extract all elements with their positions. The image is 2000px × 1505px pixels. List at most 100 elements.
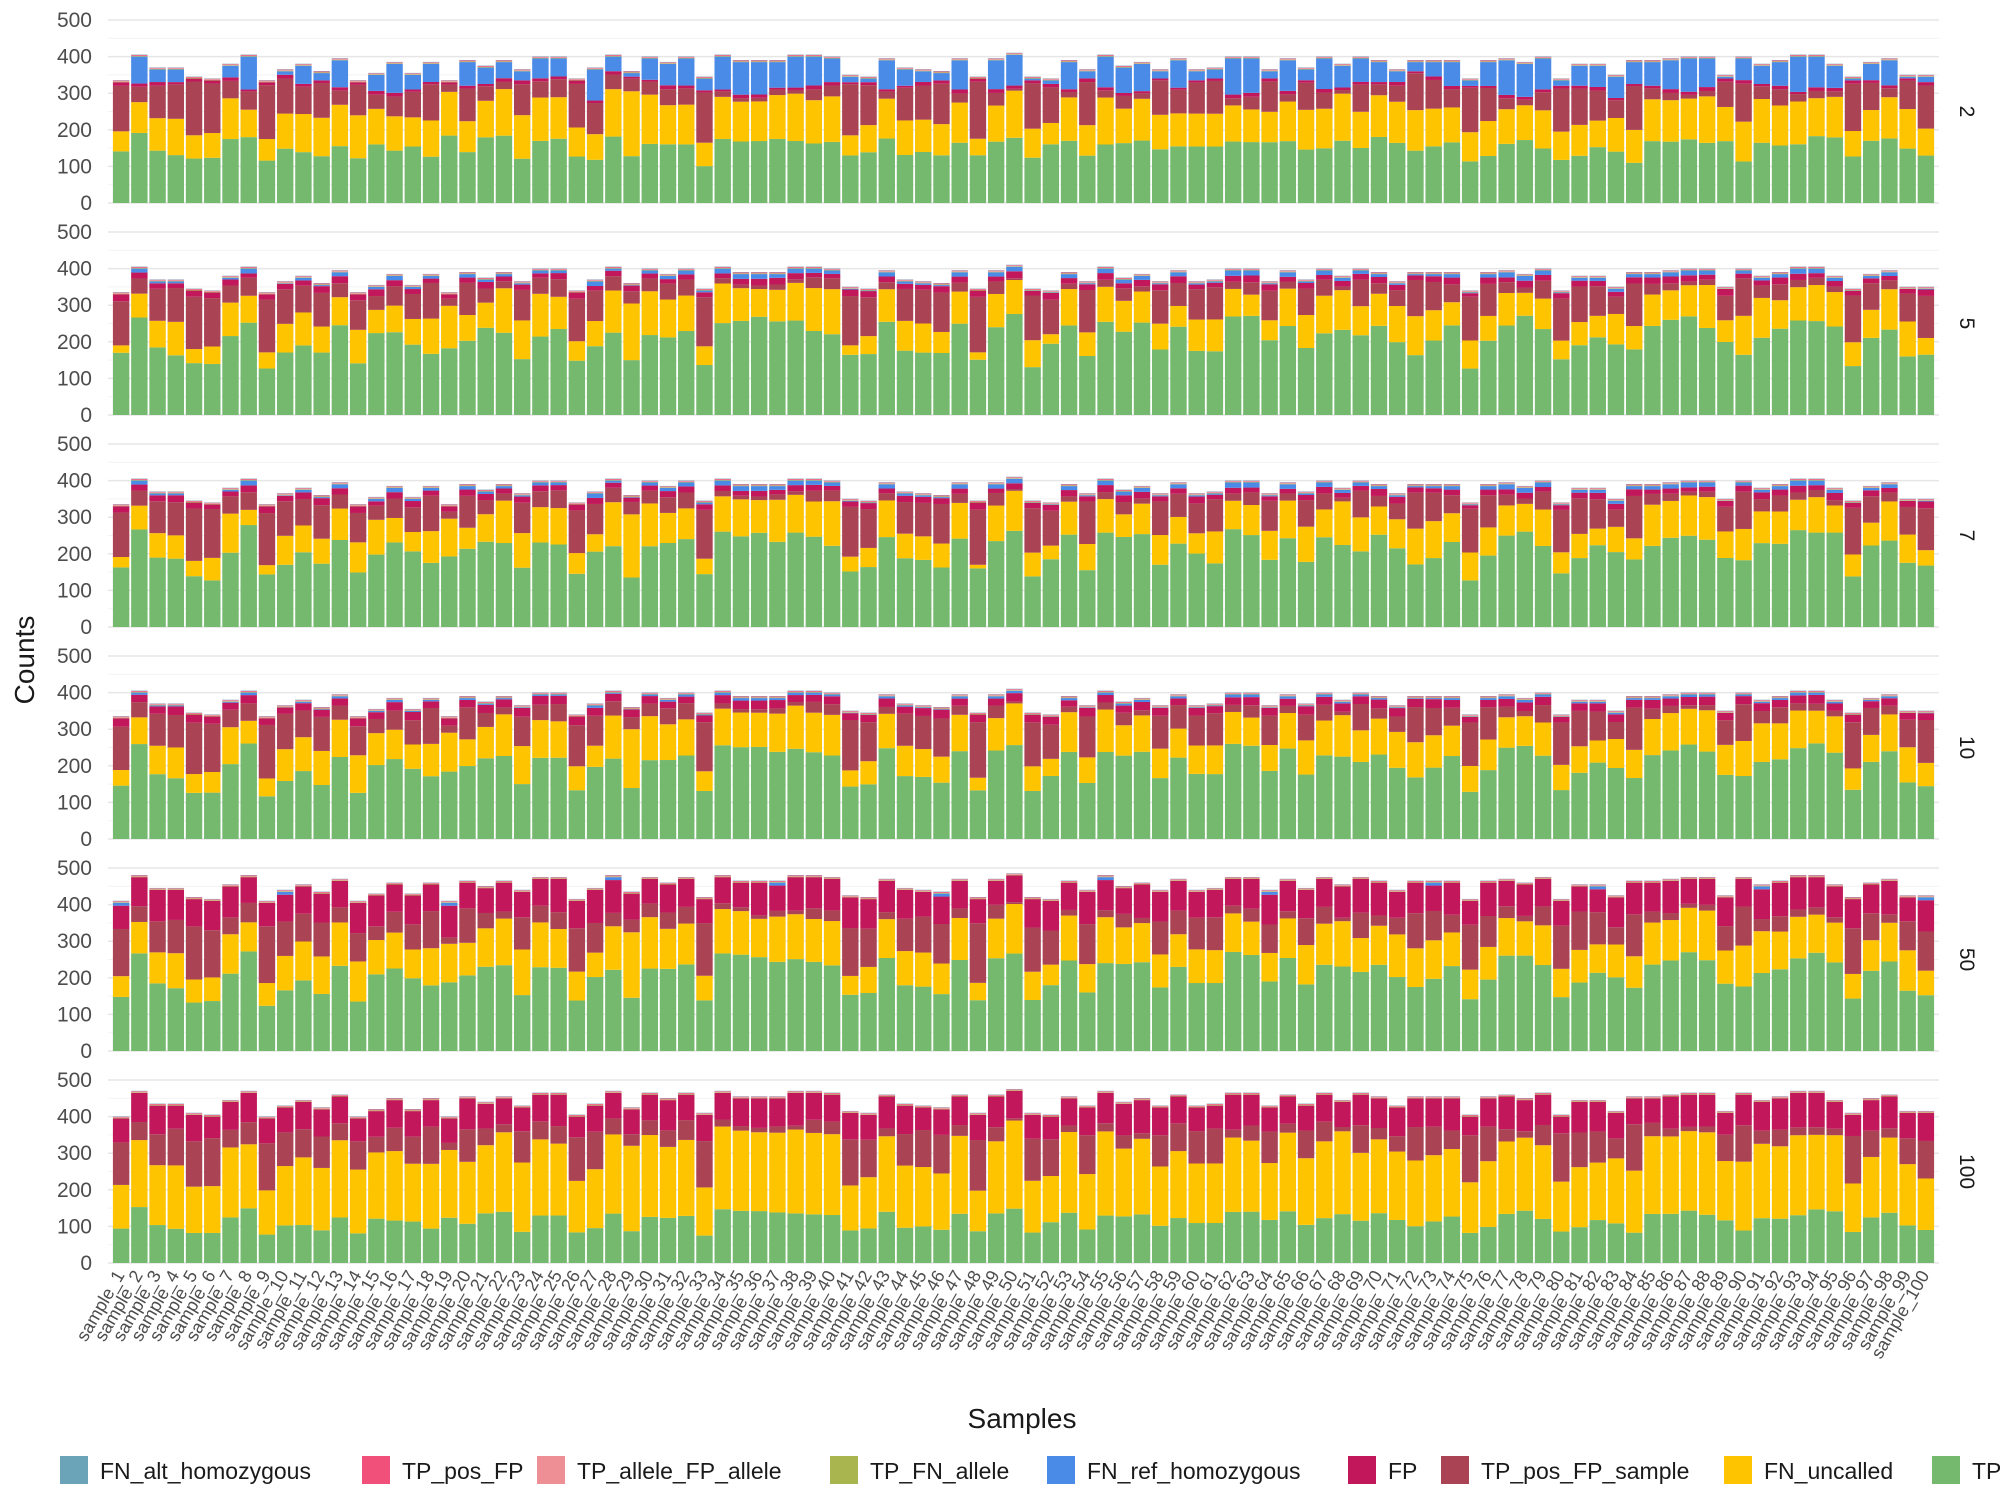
bar-segment-FP bbox=[1517, 281, 1533, 288]
bar-segment-TP_allele_FP_allele bbox=[423, 883, 439, 884]
bar-segment-TP_pos_FP bbox=[204, 715, 220, 716]
bar-segment-TP_FN_allele bbox=[423, 699, 439, 700]
bar-segment-TP_allele_FP_allele bbox=[860, 713, 876, 714]
bar-segment-TP_allele_FP_allele bbox=[1043, 79, 1059, 80]
bar-sample-65 bbox=[1280, 694, 1296, 839]
bar-segment-TP_FN_allele bbox=[879, 484, 895, 485]
bar-segment-FP bbox=[550, 273, 566, 279]
bar-segment-TP_allele_FP_allele bbox=[1735, 878, 1751, 879]
bar-segment-FN_uncalled bbox=[1225, 105, 1241, 141]
bar-segment-TP_FN_allele bbox=[1134, 699, 1150, 700]
bar-sample-82 bbox=[1590, 488, 1606, 627]
bar-segment-FN_ref_homozygous bbox=[478, 280, 494, 282]
bar-segment-FN_ref_homozygous bbox=[1207, 493, 1223, 494]
bar-segment-TP bbox=[806, 143, 822, 203]
bar-segment-TP bbox=[1626, 988, 1642, 1051]
bar-segment-TP_allele_FP_allele bbox=[168, 68, 184, 69]
bar-segment-TP_FN_allele bbox=[1371, 274, 1387, 275]
bar-segment-FN_ref_homozygous bbox=[824, 482, 840, 486]
bar-segment-FP bbox=[897, 890, 913, 919]
bar-segment-TP bbox=[1772, 329, 1788, 415]
bar-segment-FN_ref_homozygous bbox=[1006, 691, 1022, 693]
bar-segment-FP bbox=[550, 696, 566, 704]
bar-segment-FP bbox=[1881, 85, 1897, 88]
bar-sample-43 bbox=[879, 694, 895, 839]
bar-segment-FP bbox=[1207, 890, 1223, 917]
bar-segment-TP_pos_FP_sample bbox=[879, 912, 895, 919]
bar-segment-FN_ref_homozygous bbox=[1134, 276, 1150, 280]
bar-segment-TP_allele_FP_allele bbox=[459, 485, 475, 486]
bar-segment-TP_FN_allele bbox=[769, 882, 785, 883]
bar-segment-TP bbox=[1717, 141, 1733, 203]
bar-segment-FN_uncalled bbox=[514, 533, 530, 568]
bar-segment-TP_allele_FP_allele bbox=[186, 713, 202, 714]
bar-segment-TP bbox=[1280, 141, 1296, 203]
bar-segment-TP_allele_FP_allele bbox=[1371, 882, 1387, 883]
bar-segment-TP bbox=[478, 137, 494, 203]
bar-segment-FN_uncalled bbox=[1280, 713, 1296, 749]
bar-segment-TP_pos_FP bbox=[1389, 70, 1405, 71]
bar-segment-TP_pos_FP_sample bbox=[951, 706, 967, 715]
bar-sample-67 bbox=[1316, 480, 1332, 627]
y-tick-label: 200 bbox=[57, 1179, 92, 1202]
bar-sample-44 bbox=[897, 888, 913, 1051]
bar-segment-TP_FN_allele bbox=[514, 71, 530, 72]
bar-segment-FP bbox=[806, 877, 822, 908]
bar-segment-TP_FN_allele bbox=[550, 694, 566, 695]
bar-segment-TP bbox=[295, 152, 311, 203]
bar-segment-FN_uncalled bbox=[1043, 759, 1059, 776]
bar-sample-59 bbox=[1170, 270, 1186, 415]
bar-segment-TP_pos_FP bbox=[715, 55, 731, 56]
bar-segment-TP_pos_FP bbox=[1043, 503, 1059, 504]
bar-segment-FN_uncalled bbox=[1808, 497, 1824, 532]
bar-segment-TP_pos_FP_sample bbox=[660, 89, 676, 105]
bar-segment-FN_uncalled bbox=[1243, 505, 1259, 535]
bar-segment-TP_FN_allele bbox=[1316, 482, 1332, 483]
bar-segment-FN_uncalled bbox=[113, 557, 129, 567]
bar-segment-TP_pos_FP bbox=[879, 59, 895, 60]
bar-segment-FP bbox=[186, 899, 202, 926]
bar-segment-FN_uncalled bbox=[824, 921, 840, 965]
bar-segment-FN_ref_homozygous bbox=[733, 274, 749, 279]
bar-segment-FN_ref_homozygous bbox=[824, 270, 840, 274]
bar-segment-TP_pos_FP bbox=[277, 282, 293, 283]
bar-segment-TP_allele_FP_allele bbox=[842, 500, 858, 501]
bar-segment-TP_FN_allele bbox=[113, 506, 129, 507]
bar-segment-TP_pos_FP_sample bbox=[1298, 83, 1314, 110]
y-tick-label: 500 bbox=[57, 1069, 92, 1092]
bar-segment-TP bbox=[1407, 151, 1423, 203]
bar-sample-14 bbox=[350, 901, 366, 1051]
bar-segment-TP_allele_FP_allele bbox=[1480, 485, 1496, 486]
bar-segment-FP bbox=[295, 280, 311, 285]
bar-segment-TP_pos_FP_sample bbox=[1735, 84, 1751, 122]
bar-segment-FP bbox=[204, 292, 220, 298]
bar-segment-TP_allele_FP_allele bbox=[113, 717, 129, 718]
bar-segment-TP_FN_allele bbox=[368, 286, 384, 287]
bar-segment-TP_FN_allele bbox=[113, 294, 129, 295]
bar-segment-FN_uncalled bbox=[1061, 712, 1077, 752]
bar-segment-TP_pos_FP bbox=[459, 484, 475, 485]
bar-segment-TP_pos_FP_sample bbox=[1498, 282, 1514, 293]
bar-segment-TP_FN_allele bbox=[605, 877, 621, 878]
bar-segment-FP bbox=[423, 491, 439, 496]
bar-segment-FP bbox=[1116, 93, 1132, 96]
bar-segment-FN_ref_homozygous bbox=[1681, 58, 1697, 91]
bar-segment-TP bbox=[113, 567, 129, 627]
bar-segment-FN_ref_homozygous bbox=[1353, 58, 1369, 82]
bar-segment-FP bbox=[1681, 879, 1697, 904]
bar-segment-TP_allele_FP_allele bbox=[1517, 487, 1533, 488]
bar-sample-60 bbox=[1188, 705, 1204, 839]
bar-segment-TP_FN_allele bbox=[1772, 62, 1788, 63]
bar-segment-FN_uncalled bbox=[751, 919, 767, 957]
bar-sample-32 bbox=[678, 56, 694, 203]
bar-segment-FN_uncalled bbox=[1790, 500, 1806, 530]
bar-segment-TP_pos_FP_sample bbox=[1881, 706, 1897, 715]
bar-segment-TP_pos_FP_sample bbox=[1170, 283, 1186, 306]
bar-segment-TP_FN_allele bbox=[1079, 891, 1095, 892]
bar-segment-TP_pos_FP bbox=[1590, 276, 1606, 277]
bar-sample-33 bbox=[696, 897, 712, 1051]
bar-segment-FN_uncalled bbox=[532, 507, 548, 542]
bar-segment-TP_pos_FP_sample bbox=[1462, 509, 1478, 553]
bar-segment-FP bbox=[1444, 86, 1460, 89]
bar-segment-TP_allele_FP_allele bbox=[350, 505, 366, 506]
